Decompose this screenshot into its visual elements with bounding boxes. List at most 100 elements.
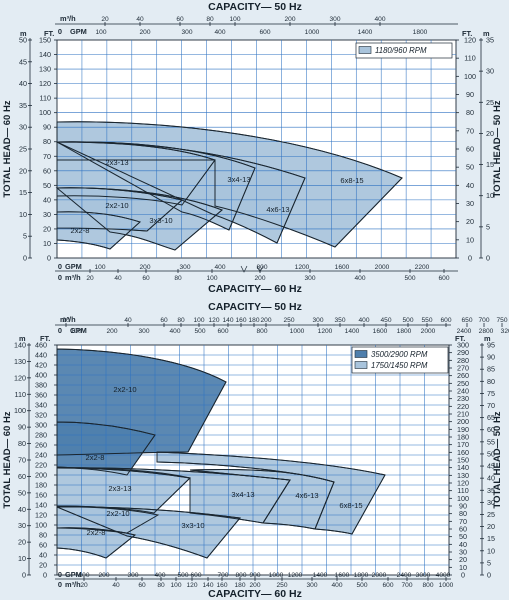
chart1-left-inner-tick: 70 (43, 152, 51, 161)
chart1-axis-break-mark (256, 265, 264, 273)
chart1-left-axis-title: TOTAL HEAD— 60 Hz (2, 100, 13, 197)
chart2-left-inner-tick: 220 (35, 461, 47, 470)
chart2-right-inner-tick: 90 (459, 502, 467, 511)
chart2-curve-outline (56, 506, 241, 559)
chart2-left-inner-tick: 400 (35, 371, 47, 380)
chart1-left-inner-tick: 130 (39, 65, 51, 74)
chart1-curve-regions (55, 121, 403, 251)
chart2-bottom-row1-tick: 4000 (436, 572, 451, 579)
chart2-left-inner-tick: 180 (35, 481, 47, 490)
chart2-right-outer-tick: 85 (487, 365, 495, 374)
chart2-right-inner-tick: 50 (459, 532, 467, 541)
chart2-top-row1-tick: 20 (62, 317, 70, 324)
chart2-bottom-row2-tick: 600 (382, 582, 393, 589)
chart2-right-inner-tick: 60 (459, 525, 467, 534)
chart2-right-inner-tick: 70 (459, 517, 467, 526)
chart2-right-inner-tick: 210 (457, 410, 469, 419)
chart2-bottom-row2-tick: 60 (138, 582, 146, 589)
chart1-top-row2-tick: 1800 (413, 29, 428, 36)
chart2-left-outer-tick: 130 (14, 357, 26, 366)
chart2-right-outer-tick: 95 (487, 341, 495, 350)
chart1-curve-label: 2x2-10 (105, 201, 128, 210)
chart1-curve-outline (56, 121, 403, 248)
chart2-curve-label: 6x8-15 (339, 501, 362, 510)
chart1-bottom-row2-tick: 600 (438, 275, 449, 282)
chart2-top-row1-tick: 700 (478, 317, 489, 324)
chart2-bottom-row2-tick: 700 (401, 582, 412, 589)
chart2-top-row1-tick: 350 (334, 317, 345, 324)
chart2-left-outer-tick: 70 (18, 456, 26, 465)
chart2-left-inner-tick: 120 (35, 511, 47, 520)
chart1-right-outer-tick: 5 (486, 222, 490, 231)
chart2-right-outer-tick: 60 (487, 425, 495, 434)
chart1-right-outer-tick: 30 (486, 67, 494, 76)
chart2-left-inner-tick: 100 (35, 521, 47, 530)
chart2-right-outer-tick: 0 (487, 571, 491, 580)
chart2-left-axis-unit-ft: FT. (40, 334, 50, 343)
chart1-left-outer-tick: 45 (19, 57, 27, 66)
chart2-left-inner-tick: 420 (35, 361, 47, 370)
chart2-bottom-axis-unit-gpm: GPM (65, 570, 82, 579)
chart1-curve-label: 6x8-15 (340, 176, 363, 185)
chart1-left-outer-tick: 10 (19, 210, 27, 219)
chart1-bottom-row1-tick: 1600 (335, 264, 350, 271)
chart2-right-inner-tick: 200 (457, 417, 469, 426)
chart1-right-inner-tick: 100 (464, 72, 476, 81)
chart1-top-axis-zero: 0 (58, 27, 62, 36)
chart1-right-inner-tick: 60 (466, 145, 474, 154)
chart2-bottom-axis-unit-m3h: m³/h (65, 580, 81, 589)
chart1-curve-outline (56, 141, 216, 206)
chart1-bottom-row1-tick: 400 (214, 264, 225, 271)
chart1-top-axis-unit-m3h: m³/h (60, 14, 76, 23)
chart1-bottom-row2-tick: 500 (404, 275, 415, 282)
chart2-right-inner-tick: 10 (459, 563, 467, 572)
chart1-bottom-row2-tick: 40 (114, 275, 122, 282)
chart2-curve-label: 2x3-13 (108, 484, 131, 493)
chart2-top-row2-tick: 2400 (457, 328, 472, 335)
chart1-right-outer-tick: 35 (486, 36, 494, 45)
chart1-top-row1-tick: 60 (176, 16, 184, 23)
chart2-top-row1-tick: 650 (461, 317, 472, 324)
chart2-top-row2-tick: 600 (217, 328, 228, 335)
chart2-right-inner-tick: 140 (457, 463, 469, 472)
chart1-bottom-axis-zero-2: 0 (58, 273, 62, 282)
chart1-bottom-row2-tick: 100 (206, 275, 217, 282)
chart1-top-row2-tick: 100 (95, 29, 106, 36)
chart1-legend-box (355, 42, 453, 59)
chart2-left-outer-tick: 80 (18, 439, 26, 448)
chart2-bottom-row1-tick: 900 (249, 572, 260, 579)
chart2-curve-label: 2x2-8 (86, 453, 105, 462)
chart1-right-outer-tick: 10 (486, 191, 494, 200)
chart2-top-row2-tick: 3200 (501, 328, 509, 335)
chart2-right-inner-tick: 250 (457, 379, 469, 388)
chart2-legend-label: 3500/2900 RPM (371, 350, 428, 359)
chart2-left-inner-tick: 320 (35, 411, 47, 420)
chart1-right-axis-unit-ft: FT. (462, 29, 472, 38)
chart2-left-outer-tick: 60 (18, 472, 26, 481)
chart1-bottom-row1-tick: 200 (139, 264, 150, 271)
chart2-bottom-row2-tick: 120 (186, 582, 197, 589)
chart2-bottom-row2-tick: 400 (331, 582, 342, 589)
chart2-left-outer-tick: 90 (18, 423, 26, 432)
chart2-right-outer-tick: 70 (487, 401, 495, 410)
chart2-curve-label: 3x3-10 (181, 521, 204, 530)
chart1-bottom-row1-tick: 100 (94, 264, 105, 271)
chart1-top-axis-unit-gpm: GPM (70, 27, 87, 36)
chart2-left-inner-tick: 380 (35, 381, 47, 390)
chart2-legend: 3500/2900 RPM 1750/1450 RPM (351, 346, 449, 374)
chart2-top-row1-tick: 750 (496, 317, 507, 324)
chart2-top-row2-tick: 300 (138, 328, 149, 335)
chart1-bottom-row1-tick: 2200 (415, 264, 430, 271)
chart2-top-row2-tick: 1000 (290, 328, 305, 335)
chart1-right-inner-tick: 80 (466, 108, 474, 117)
chart1-left-outer-tick: 35 (19, 101, 27, 110)
chart1-left-inner-tick: 60 (43, 166, 51, 175)
chart1-top-row2-tick: 1000 (305, 29, 320, 36)
chart2-top-row2-tick: 500 (194, 328, 205, 335)
chart2-right-outer-tick: 90 (487, 353, 495, 362)
chart1-top-row1-tick: 300 (329, 16, 340, 23)
chart2-legend-box (351, 346, 449, 374)
chart2-top-row2-tick: 800 (256, 328, 267, 335)
chart1-legend: 1180/960 RPM (355, 42, 453, 59)
chart2-right-inner-tick: 120 (457, 479, 469, 488)
